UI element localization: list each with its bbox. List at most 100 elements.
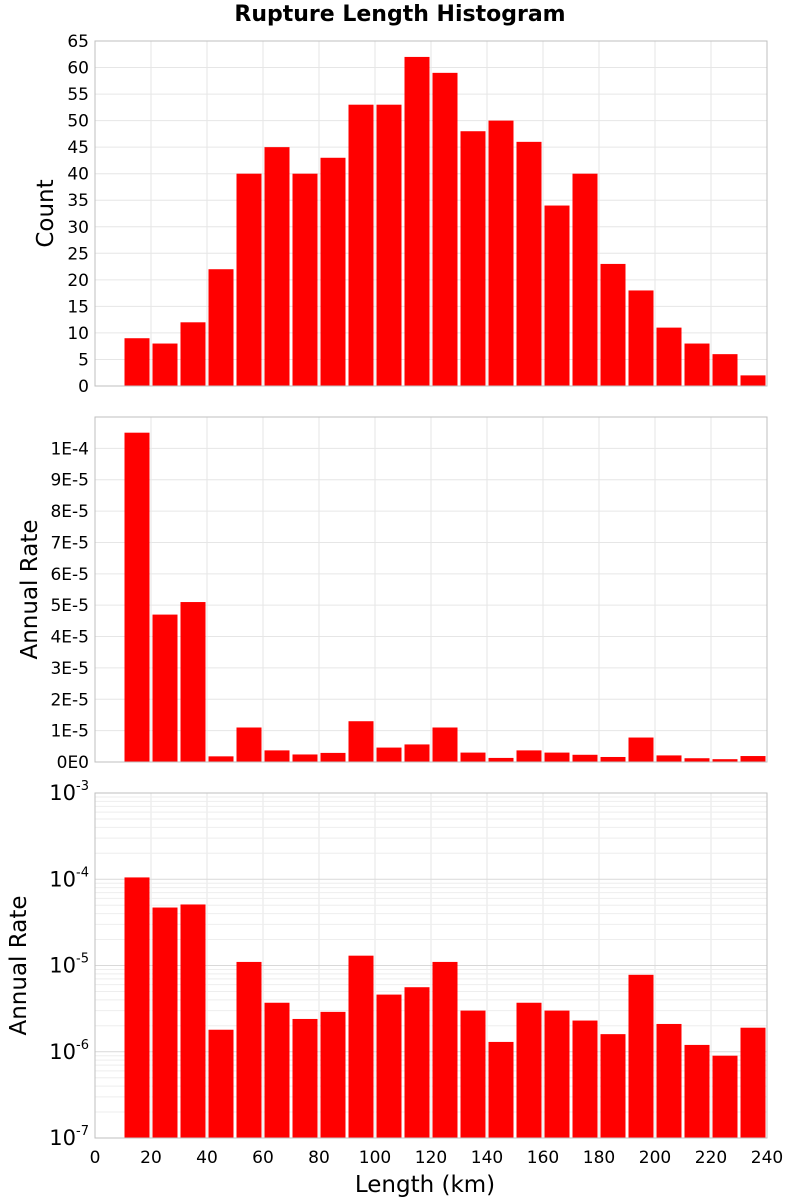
plot-frame bbox=[94, 416, 768, 763]
bar bbox=[740, 375, 766, 386]
bar bbox=[320, 752, 346, 762]
bar bbox=[404, 744, 430, 762]
y-axis-label: Annual Rate bbox=[17, 520, 43, 660]
y-tick-label: 10-3 bbox=[49, 779, 89, 805]
y-tick-label: 10 bbox=[67, 324, 89, 344]
bar bbox=[516, 750, 542, 762]
bar bbox=[236, 727, 262, 762]
bar bbox=[292, 173, 318, 386]
plot-frame bbox=[94, 792, 768, 1139]
y-tick-label: 3E-5 bbox=[50, 659, 89, 679]
bar bbox=[348, 104, 374, 386]
bar bbox=[488, 1041, 514, 1138]
x-tick-label: 180 bbox=[583, 1148, 615, 1168]
bar bbox=[600, 756, 626, 762]
bar bbox=[320, 1011, 346, 1138]
bar bbox=[376, 104, 402, 386]
plot-frame bbox=[94, 40, 768, 387]
bar bbox=[124, 432, 150, 762]
x-axis-label: Length (km) bbox=[355, 1172, 495, 1198]
bar bbox=[628, 290, 654, 386]
y-tick-label: 4E-5 bbox=[50, 628, 89, 648]
bar bbox=[404, 56, 430, 387]
bar bbox=[376, 747, 402, 762]
bar bbox=[180, 904, 206, 1138]
bar bbox=[516, 1002, 542, 1138]
y-tick-label: 8E-5 bbox=[50, 502, 89, 522]
bar bbox=[740, 756, 766, 762]
x-tick-label: 100 bbox=[359, 1148, 391, 1168]
bar bbox=[544, 752, 570, 762]
bar bbox=[544, 1010, 570, 1138]
y-tick-label: 20 bbox=[67, 271, 89, 291]
y-tick-label: 25 bbox=[67, 244, 89, 264]
y-tick-label: 15 bbox=[67, 297, 89, 317]
x-tick-label: 120 bbox=[415, 1148, 447, 1168]
bar bbox=[292, 1018, 318, 1138]
bar bbox=[712, 1055, 738, 1138]
y-tick-label: 55 bbox=[67, 85, 89, 105]
y-tick-label: 10-6 bbox=[49, 1038, 89, 1064]
bar bbox=[432, 727, 458, 762]
chart-title: Rupture Length Histogram bbox=[234, 2, 566, 27]
bar bbox=[740, 1027, 766, 1138]
bar bbox=[460, 1010, 486, 1138]
y-tick-label: 1E-5 bbox=[50, 722, 89, 742]
bar bbox=[628, 974, 654, 1138]
bar bbox=[376, 994, 402, 1138]
x-tick-label: 200 bbox=[639, 1148, 671, 1168]
x-tick-label: 0 bbox=[90, 1148, 101, 1168]
y-tick-label: 65 bbox=[67, 32, 89, 52]
bar bbox=[208, 1029, 234, 1138]
bar bbox=[600, 1034, 626, 1138]
bar bbox=[488, 120, 514, 386]
panel-2: 0E0 1E-5 2E-5 3E-5 4E-5 5E-5 6E-5 7E-5 8E-5 9E-5 1… bbox=[17, 416, 768, 773]
x-tick-label: 40 bbox=[196, 1148, 218, 1168]
bar bbox=[432, 961, 458, 1138]
bar bbox=[516, 141, 542, 386]
bar bbox=[236, 173, 262, 386]
bar bbox=[488, 757, 514, 762]
bar bbox=[684, 758, 710, 762]
bar bbox=[404, 987, 430, 1138]
bar bbox=[348, 955, 374, 1138]
bar bbox=[656, 1023, 682, 1138]
y-tick-label: 1E-4 bbox=[50, 439, 89, 459]
bar bbox=[348, 721, 374, 762]
bar bbox=[684, 343, 710, 386]
bar bbox=[208, 269, 234, 386]
y-tick-label: 6E-5 bbox=[50, 565, 89, 585]
bar bbox=[656, 327, 682, 386]
bar bbox=[152, 614, 178, 762]
bar bbox=[152, 343, 178, 386]
bar bbox=[152, 907, 178, 1138]
y-tick-label: 50 bbox=[67, 112, 89, 132]
x-tick-label: 220 bbox=[695, 1148, 727, 1168]
bar bbox=[264, 147, 290, 386]
y-tick-label: 30 bbox=[67, 218, 89, 238]
bar bbox=[712, 759, 738, 762]
bar bbox=[460, 131, 486, 386]
y-tick-label: 7E-5 bbox=[50, 533, 89, 553]
bar bbox=[320, 157, 346, 386]
bar bbox=[572, 173, 598, 386]
x-tick-label: 160 bbox=[527, 1148, 559, 1168]
y-tick-label: 0 bbox=[78, 377, 89, 397]
bar bbox=[544, 205, 570, 386]
x-tick-label: 240 bbox=[751, 1148, 783, 1168]
y-axis-label: Count bbox=[33, 179, 59, 247]
panel-3: 10-7 10-6 10-5 10-4 10-3 Annual Rate 0 20 40 60 80… bbox=[6, 779, 783, 1198]
bar bbox=[656, 755, 682, 762]
y-tick-label: 5E-5 bbox=[50, 596, 89, 616]
bar bbox=[572, 754, 598, 762]
bar bbox=[180, 602, 206, 762]
bar bbox=[432, 72, 458, 386]
panel-1: 0 5 10 15 20 25 30 35 40 45 50 55 60 65 Count bbox=[33, 32, 768, 397]
y-tick-label: 10-7 bbox=[49, 1124, 89, 1150]
x-tick-label: 20 bbox=[140, 1148, 162, 1168]
bar bbox=[600, 263, 626, 386]
y-tick-label: 0E0 bbox=[57, 753, 89, 773]
bar bbox=[124, 338, 150, 386]
